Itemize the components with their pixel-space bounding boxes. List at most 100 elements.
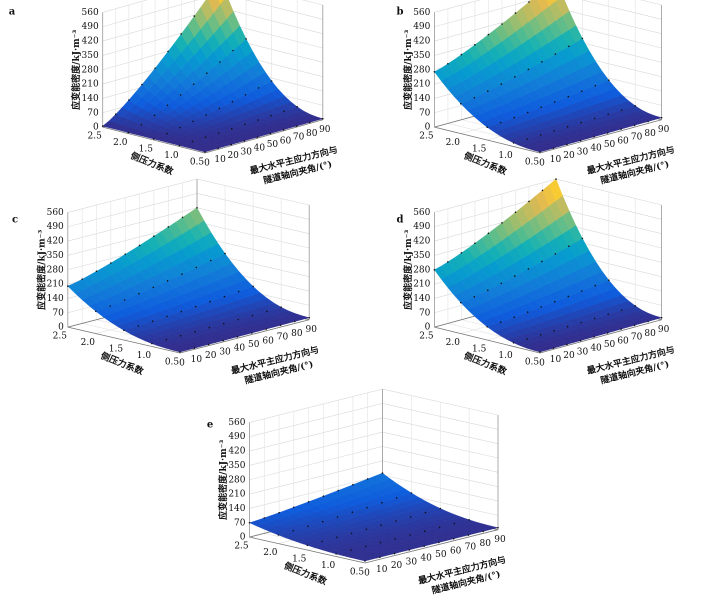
- angle-tick-label: 30: [577, 147, 589, 157]
- data-point: [566, 125, 569, 128]
- data-point: [433, 71, 436, 73]
- data-point: [379, 541, 382, 544]
- k-tick-label: 1.5: [292, 555, 307, 565]
- data-point: [633, 124, 636, 127]
- data-point: [438, 526, 441, 529]
- z-tick-label: 210: [228, 490, 245, 500]
- data-point: [380, 524, 382, 526]
- angle-ticks: 0 10 20 30 40 50 60 70 80 90: [539, 125, 669, 168]
- data-point: [539, 151, 541, 153]
- data-point: [109, 305, 111, 307]
- data-point: [608, 79, 610, 81]
- angle-tick-label: 90: [658, 125, 670, 135]
- z-tick-label: 280: [82, 65, 99, 75]
- data-point: [620, 309, 623, 311]
- data-point: [181, 216, 184, 219]
- data-point: [482, 530, 485, 533]
- data-point: [539, 134, 542, 136]
- k-tick-label: 2.0: [81, 338, 96, 348]
- data-point: [460, 102, 462, 105]
- k-tick-label: 0.5: [190, 158, 205, 168]
- z-tick-label: 0: [58, 323, 64, 333]
- k-ticks: 0.5 1.0 1.5 2.0 2.5: [53, 332, 180, 368]
- data-point: [204, 136, 207, 138]
- z-tick-label: 70: [52, 308, 64, 318]
- angle-tick-label: 50: [248, 340, 260, 350]
- angle-tick-label: 10: [550, 355, 562, 365]
- data-point: [140, 123, 143, 126]
- data-point: [209, 259, 212, 262]
- data-point: [499, 321, 502, 323]
- z-tick-label: 560: [228, 418, 245, 428]
- data-point: [207, 343, 210, 346]
- data-point: [514, 211, 517, 214]
- data-point: [321, 540, 323, 543]
- data-points: [67, 207, 311, 353]
- data-point: [594, 284, 597, 287]
- k-tick-label: 2.0: [113, 138, 128, 148]
- z-tick-label: 560: [47, 208, 64, 218]
- data-point: [514, 275, 516, 277]
- data-point: [257, 87, 260, 89]
- data-point: [433, 269, 436, 271]
- data-point: [237, 318, 239, 321]
- k-tick-label: 0.5: [525, 358, 540, 368]
- k-tick-label: 0.5: [350, 568, 365, 578]
- surface: [434, 0, 663, 153]
- z-tick-label: 420: [413, 37, 430, 47]
- angle-tick-label: 40: [590, 344, 602, 354]
- z-tick-label: 280: [47, 265, 64, 275]
- data-points: [433, 178, 663, 353]
- data-point: [395, 520, 397, 522]
- k-tick-label: 1.0: [498, 351, 513, 361]
- data-point: [487, 90, 489, 92]
- k-tick-label: 0.5: [525, 158, 540, 168]
- data-point: [337, 489, 340, 492]
- data-point: [567, 295, 570, 298]
- data-point: [473, 295, 476, 298]
- angle-ticks: 0 10 20 30 40 50 60 70 80 90: [364, 535, 506, 578]
- data-point: [322, 495, 325, 498]
- z-tick-label: 560: [413, 8, 430, 18]
- data-points: [433, 1, 663, 153]
- z-tick-label: 210: [413, 80, 430, 90]
- data-point: [179, 351, 181, 353]
- data-point: [579, 139, 582, 142]
- data-point: [166, 280, 169, 282]
- z-ticks: 0 70 140 210 280 350 420 490 560: [82, 8, 99, 133]
- z-tick-label: 70: [419, 108, 431, 118]
- data-point: [95, 270, 98, 273]
- z-tick-label: 490: [228, 432, 245, 442]
- data-point: [322, 117, 324, 120]
- data-point: [219, 61, 221, 63]
- data-point: [179, 126, 181, 129]
- angle-tick-label: 50: [267, 140, 279, 150]
- data-point: [154, 67, 156, 70]
- angle-tick-label: 20: [391, 561, 403, 571]
- z-tick-label: 140: [228, 504, 245, 514]
- z-tick-label: 490: [413, 22, 430, 32]
- data-point: [581, 290, 583, 292]
- data-point: [167, 50, 169, 53]
- data-point: [138, 292, 140, 295]
- data-point: [230, 143, 232, 146]
- data-point: [553, 329, 555, 332]
- data-point: [352, 483, 354, 486]
- data-point: [393, 552, 396, 555]
- z-tick-label: 350: [47, 251, 64, 261]
- data-point: [410, 492, 413, 494]
- data-point: [581, 37, 584, 40]
- data-point: [270, 114, 272, 117]
- data-point: [151, 342, 153, 345]
- angle-tick-label: 10: [376, 565, 388, 575]
- data-point: [251, 314, 254, 317]
- angle-tick-label: 90: [658, 325, 670, 335]
- angle-tick-label: 40: [234, 344, 246, 354]
- data-point: [552, 147, 555, 149]
- angle-tick-label: 40: [254, 144, 266, 154]
- k-tick-label: 2.5: [234, 542, 249, 552]
- z-tick-label: 0: [425, 123, 431, 133]
- z-ticks: 0 70 140 210 280 350 420 490 560: [47, 208, 64, 333]
